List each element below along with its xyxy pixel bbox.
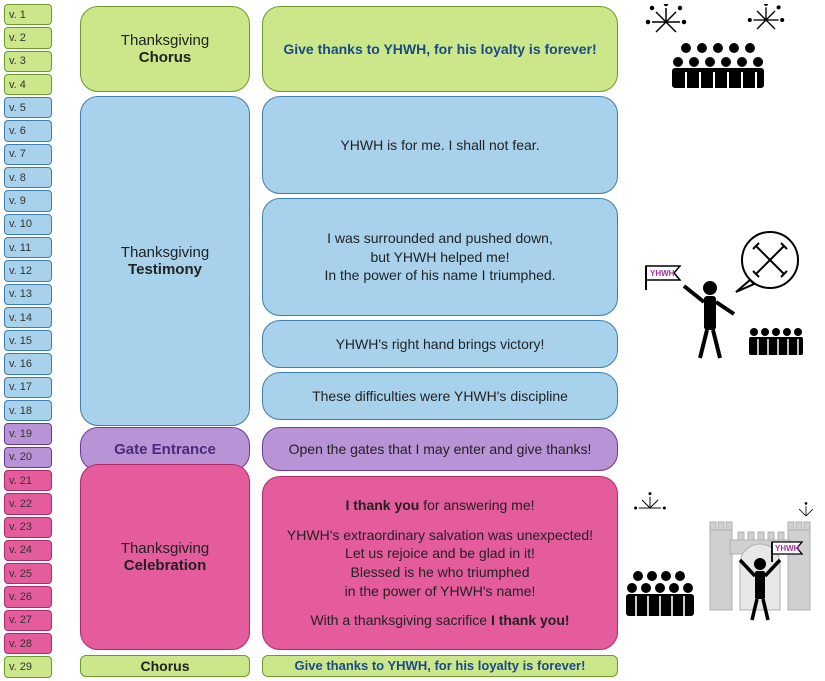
content-c8: Give thanks to YHWH, for his loyalty is … <box>262 655 618 677</box>
verse-5: v. 5 <box>4 97 52 118</box>
verse-14: v. 14 <box>4 307 52 328</box>
verse-7: v. 7 <box>4 144 52 165</box>
section-celebration: ThanksgivingCelebration <box>80 464 250 650</box>
gate-celebration-icon: YHWH <box>620 480 825 650</box>
verse-29: v. 29 <box>4 656 52 677</box>
verse-4: v. 4 <box>4 74 52 95</box>
verse-list: v. 1v. 2 v. 3v. 4v. 5v. 6 v. 7v. 8v. 9 v. 1… <box>4 4 52 678</box>
flag-text-2: YHWH <box>775 544 800 553</box>
verse-27: v. 27 <box>4 610 52 631</box>
c7-l3: Let us rejoice and be glad in it! <box>345 544 535 563</box>
victory-person-icon: YHWH <box>610 220 820 380</box>
content-celebration: I thank you for answering me! YHWH's ext… <box>262 476 618 650</box>
section-chorus2: Chorus <box>80 655 250 677</box>
verse-17: v. 17 <box>4 377 52 398</box>
verse-11: v. 11 <box>4 237 52 258</box>
section-testimony: ThanksgivingTestimony <box>80 96 250 426</box>
verse-25: v. 25 <box>4 563 52 584</box>
verse-13: v. 13 <box>4 284 52 305</box>
content-c1: Give thanks to YHWH, for his loyalty is … <box>262 6 618 92</box>
verse-22: v. 22 <box>4 493 52 514</box>
flag-text: YHWH <box>650 269 675 278</box>
verse-3: v. 3 <box>4 51 52 72</box>
c7-l1a: I thank you <box>345 497 419 513</box>
verse-10: v. 10 <box>4 214 52 235</box>
c7-l2: YHWH's extraordinary salvation was unexp… <box>287 526 593 545</box>
verse-26: v. 26 <box>4 586 52 607</box>
verse-1: v. 1 <box>4 4 52 25</box>
verse-8: v. 8 <box>4 167 52 188</box>
c7-l4: Blessed is he who triumphed <box>351 563 530 582</box>
verse-24: v. 24 <box>4 540 52 561</box>
verse-20: v. 20 <box>4 447 52 468</box>
content-c6: Open the gates that I may enter and give… <box>262 427 618 471</box>
crowd-fireworks-icon <box>636 4 816 94</box>
verse-6: v. 6 <box>4 120 52 141</box>
content-c5: These difficulties were YHWH's disciplin… <box>262 372 618 420</box>
verse-2: v. 2 <box>4 27 52 48</box>
verse-21: v. 21 <box>4 470 52 491</box>
verse-18: v. 18 <box>4 400 52 421</box>
c7-l5: in the power of YHWH's name! <box>345 582 536 601</box>
content-c4: YHWH's right hand brings victory! <box>262 320 618 368</box>
verse-28: v. 28 <box>4 633 52 654</box>
content-c2: YHWH is for me. I shall not fear. <box>262 96 618 194</box>
verse-19: v. 19 <box>4 423 52 444</box>
content-c3: I was surrounded and pushed down,but YHW… <box>262 198 618 316</box>
c7-l6a: With a thanksgiving sacrifice <box>310 612 491 628</box>
verse-23: v. 23 <box>4 517 52 538</box>
c7-l1b: for answering me! <box>419 497 534 513</box>
verse-15: v. 15 <box>4 330 52 351</box>
section-chorus1: ThanksgivingChorus <box>80 6 250 92</box>
verse-12: v. 12 <box>4 260 52 281</box>
verse-9: v. 9 <box>4 190 52 211</box>
c7-l6b: I thank you! <box>491 612 570 628</box>
verse-16: v. 16 <box>4 353 52 374</box>
